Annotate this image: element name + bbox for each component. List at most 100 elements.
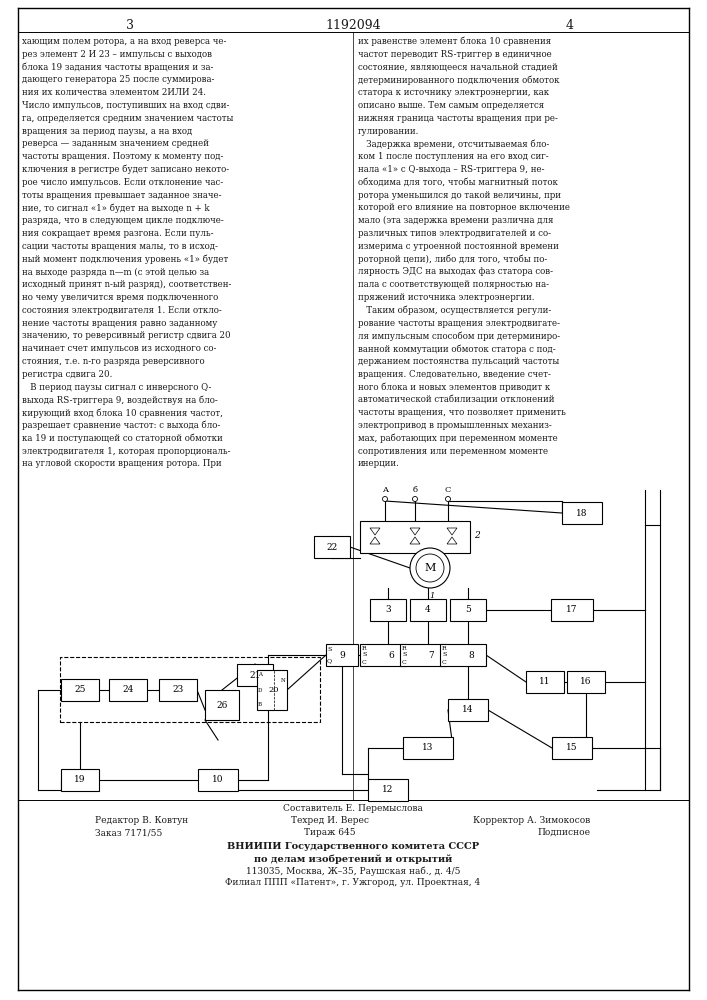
Bar bbox=[448, 699, 488, 721]
Text: автоматической стабилизации отклонений: автоматической стабилизации отклонений bbox=[358, 395, 554, 404]
Text: S: S bbox=[442, 652, 446, 658]
Text: 15: 15 bbox=[566, 744, 578, 752]
Text: 20: 20 bbox=[269, 686, 279, 694]
Text: 3: 3 bbox=[126, 19, 134, 32]
Text: разряда, что в следующем цикле подключе-: разряда, что в следующем цикле подключе- bbox=[22, 216, 223, 225]
Text: Заказ 7171/55: Заказ 7171/55 bbox=[95, 828, 163, 837]
Text: ванной коммутации обмоток статора с под-: ванной коммутации обмоток статора с под- bbox=[358, 344, 556, 354]
Text: ВНИИПИ Государственного комитета СССР: ВНИИПИ Государственного комитета СССР bbox=[227, 842, 479, 851]
Text: D: D bbox=[258, 688, 262, 692]
Text: значению, то реверсивный регистр сдвига 20: значению, то реверсивный регистр сдвига … bbox=[22, 331, 230, 340]
Text: обходима для того, чтобы магнитный поток: обходима для того, чтобы магнитный поток bbox=[358, 178, 558, 187]
Text: 14: 14 bbox=[462, 706, 474, 714]
Text: держанием постоянства пульсаций частоты: держанием постоянства пульсаций частоты bbox=[358, 357, 559, 366]
Text: описано выше. Тем самым определяется: описано выше. Тем самым определяется bbox=[358, 101, 544, 110]
Text: ротора уменьшился до такой величины, при: ротора уменьшился до такой величины, при bbox=[358, 191, 561, 200]
Text: 13: 13 bbox=[422, 744, 433, 752]
Text: б: б bbox=[412, 486, 418, 494]
Text: ния их количества элементом 2ИЛИ 24.: ния их количества элементом 2ИЛИ 24. bbox=[22, 88, 206, 97]
Text: 9: 9 bbox=[339, 650, 345, 660]
Bar bbox=[61, 769, 99, 791]
Text: C: C bbox=[402, 660, 407, 664]
Text: но чему увеличится время подключенного: но чему увеличится время подключенного bbox=[22, 293, 218, 302]
Text: разрешает сравнение частот: с выхода бло-: разрешает сравнение частот: с выхода бло… bbox=[22, 421, 221, 430]
Text: измерима с утроенной постоянной времени: измерима с утроенной постоянной времени bbox=[358, 242, 559, 251]
Text: исходный принят n-ый разряд), соответствен-: исходный принят n-ый разряд), соответств… bbox=[22, 280, 231, 289]
Polygon shape bbox=[410, 528, 420, 535]
Text: хающим полем ротора, а на вход реверса че-: хающим полем ротора, а на вход реверса ч… bbox=[22, 37, 226, 46]
Text: Корректор А. Зимокосов: Корректор А. Зимокосов bbox=[473, 816, 590, 825]
Text: ка 19 и поступающей со статорной обмотки: ка 19 и поступающей со статорной обмотки bbox=[22, 434, 223, 443]
Text: рое число импульсов. Если отклонение час-: рое число импульсов. Если отклонение час… bbox=[22, 178, 223, 187]
Text: 6: 6 bbox=[388, 650, 394, 660]
Text: B: B bbox=[258, 702, 262, 708]
Text: ный момент подключения уровень «1» будет: ный момент подключения уровень «1» будет bbox=[22, 255, 228, 264]
Text: тоты вращения превышает заданное значе-: тоты вращения превышает заданное значе- bbox=[22, 191, 221, 200]
Text: статора к источнику электроэнергии, как: статора к источнику электроэнергии, как bbox=[358, 88, 549, 97]
Circle shape bbox=[382, 496, 387, 502]
Text: на выходе разряда n—m (с этой целью за: на выходе разряда n—m (с этой целью за bbox=[22, 267, 209, 277]
Text: В период паузы сигнал с инверсного Q-: В период паузы сигнал с инверсного Q- bbox=[22, 383, 211, 392]
Text: по делам изобретений и открытий: по делам изобретений и открытий bbox=[254, 854, 452, 863]
Text: 3: 3 bbox=[385, 605, 391, 614]
Text: кирующий вход блока 10 сравнения частот,: кирующий вход блока 10 сравнения частот, bbox=[22, 408, 223, 418]
Bar bbox=[400, 644, 446, 666]
Text: стояния, т.е. n-го разряда реверсивного: стояния, т.е. n-го разряда реверсивного bbox=[22, 357, 204, 366]
Text: 26: 26 bbox=[216, 700, 228, 710]
Text: Тираж 645: Тираж 645 bbox=[304, 828, 356, 837]
Text: 10: 10 bbox=[212, 776, 223, 784]
Text: 25: 25 bbox=[74, 686, 86, 694]
Text: лярность ЭДС на выходах фаз статора сов-: лярность ЭДС на выходах фаз статора сов- bbox=[358, 267, 553, 276]
Bar bbox=[370, 599, 406, 621]
Polygon shape bbox=[447, 528, 457, 535]
Bar bbox=[450, 599, 486, 621]
Text: Техред И. Верес: Техред И. Верес bbox=[291, 816, 369, 825]
Bar bbox=[562, 502, 602, 524]
Text: нала «1» с Q-выхода – RS-триггера 9, не-: нала «1» с Q-выхода – RS-триггера 9, не- bbox=[358, 165, 544, 174]
Bar bbox=[526, 671, 564, 693]
Text: ля импульсным способом при детерминиро-: ля импульсным способом при детерминиро- bbox=[358, 331, 560, 341]
Text: C: C bbox=[362, 660, 367, 664]
Bar bbox=[368, 779, 408, 801]
Text: S: S bbox=[327, 647, 332, 652]
Bar bbox=[567, 671, 605, 693]
Text: сации частоты вращения малы, то в исход-: сации частоты вращения малы, то в исход- bbox=[22, 242, 218, 251]
Bar bbox=[552, 737, 592, 759]
Text: 24: 24 bbox=[122, 686, 134, 694]
Text: Задержка времени, отсчитываемая бло-: Задержка времени, отсчитываемая бло- bbox=[358, 139, 549, 149]
Bar bbox=[360, 644, 406, 666]
Text: электродвигателя 1, которая пропорциональ-: электродвигателя 1, которая пропорционал… bbox=[22, 447, 230, 456]
Text: сопротивления или переменном моменте: сопротивления или переменном моменте bbox=[358, 447, 548, 456]
Text: пряжений источника электроэнергии.: пряжений источника электроэнергии. bbox=[358, 293, 534, 302]
Bar bbox=[198, 769, 238, 791]
Text: 1192094: 1192094 bbox=[325, 19, 381, 32]
Bar bbox=[61, 679, 99, 701]
Text: дающего генератора 25 после суммирова-: дающего генератора 25 после суммирова- bbox=[22, 75, 214, 84]
Text: частот переводит RS-триггер в единичное: частот переводит RS-триггер в единичное bbox=[358, 50, 551, 59]
Text: выхода RS-триггера 9, воздействуя на бло-: выхода RS-триггера 9, воздействуя на бло… bbox=[22, 395, 218, 405]
Text: 22: 22 bbox=[327, 542, 338, 552]
Text: R: R bbox=[362, 646, 367, 650]
Text: A: A bbox=[382, 486, 388, 494]
Text: ключения в регистре будет записано некото-: ключения в регистре будет записано некот… bbox=[22, 165, 229, 174]
Text: N: N bbox=[281, 678, 286, 682]
Text: R: R bbox=[402, 646, 407, 650]
Text: рез элемент 2 И 23 – импульсы с выходов: рез элемент 2 И 23 – импульсы с выходов bbox=[22, 50, 212, 59]
Text: C: C bbox=[445, 486, 451, 494]
Text: вращения. Следовательно, введение счет-: вращения. Следовательно, введение счет- bbox=[358, 370, 551, 379]
Text: различных типов электродвигателей и со-: различных типов электродвигателей и со- bbox=[358, 229, 551, 238]
Bar bbox=[159, 679, 197, 701]
Text: 16: 16 bbox=[580, 678, 592, 686]
Text: детерминированного подключения обмоток: детерминированного подключения обмоток bbox=[358, 75, 559, 85]
Text: пала с соответствующей полярностью на-: пала с соответствующей полярностью на- bbox=[358, 280, 549, 289]
Text: электропривод в промышленных механиз-: электропривод в промышленных механиз- bbox=[358, 421, 551, 430]
Text: M: M bbox=[424, 563, 436, 573]
Polygon shape bbox=[370, 528, 380, 535]
Text: нижняя граница частоты вращения при ре-: нижняя граница частоты вращения при ре- bbox=[358, 114, 558, 123]
Text: частоты вращения, что позволяет применить: частоты вращения, что позволяет применит… bbox=[358, 408, 566, 417]
Bar bbox=[60, 657, 320, 722]
Text: 4: 4 bbox=[566, 19, 574, 32]
Text: C: C bbox=[442, 660, 447, 664]
Text: 7: 7 bbox=[428, 650, 434, 660]
Text: Таким образом, осуществляется регули-: Таким образом, осуществляется регули- bbox=[358, 306, 551, 315]
